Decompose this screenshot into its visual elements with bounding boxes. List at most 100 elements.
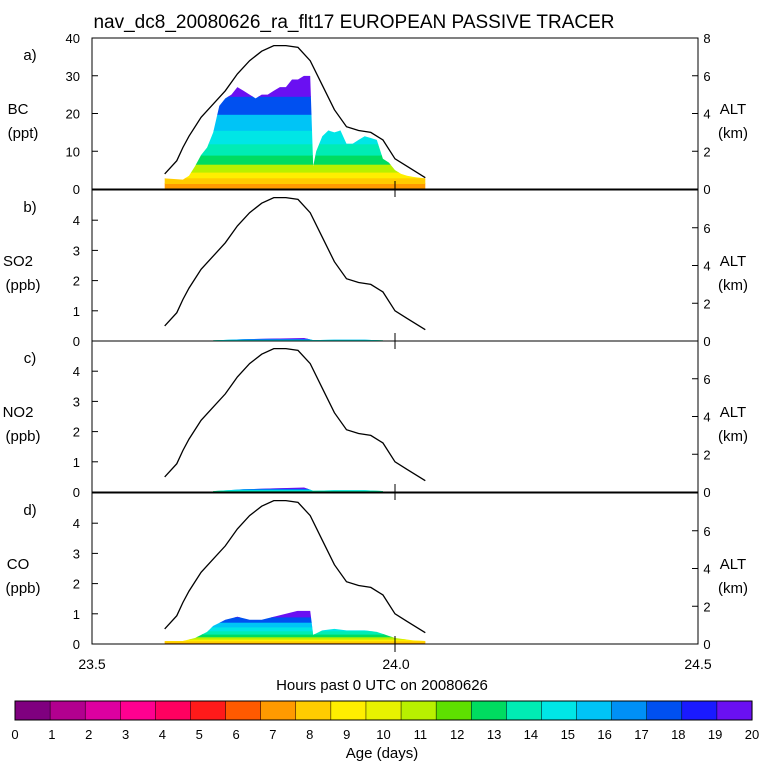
colorbar-tick-label: 8 bbox=[306, 727, 313, 742]
alt-axis-unit: (km) bbox=[718, 428, 748, 445]
tracer-age-band bbox=[213, 489, 383, 491]
y-axis-label: SO2 bbox=[3, 253, 33, 270]
colorbar-swatch bbox=[260, 700, 297, 721]
alt-tick-label: 6 bbox=[703, 372, 710, 387]
colorbar-swatch bbox=[681, 700, 718, 721]
colorbar-swatch bbox=[365, 700, 402, 721]
alt-tick-label: 4 bbox=[703, 410, 710, 425]
alt-tick-label: 0 bbox=[703, 334, 710, 349]
panels: 01020304002468a)BC(ppt)ALT(km)012340246b… bbox=[3, 31, 748, 652]
alt-tick-label: 6 bbox=[703, 524, 710, 539]
colorbar-tick-label: 16 bbox=[597, 727, 611, 742]
x-tick-label: 24.0 bbox=[382, 656, 409, 672]
x-tick-label: 24.5 bbox=[684, 656, 711, 672]
colorbar-swatch bbox=[646, 700, 683, 721]
alt-tick-label: 6 bbox=[703, 221, 710, 236]
colorbar-swatch bbox=[611, 700, 648, 721]
panel-4: 0 1 2 3 4 0 2 4 6 d) CO (ppb) ALT (km) bbox=[5, 492, 748, 652]
colorbar-swatch bbox=[576, 700, 613, 721]
colorbar-swatch bbox=[295, 700, 332, 721]
colorbar-tick-label: 20 bbox=[745, 727, 759, 742]
y-tick-label: 3 bbox=[73, 546, 80, 561]
y-axis-unit: (ppb) bbox=[5, 277, 40, 294]
alt-axis-label: ALT bbox=[720, 404, 746, 421]
y-tick-label: 20 bbox=[66, 107, 80, 122]
panel-label: d) bbox=[23, 502, 36, 519]
panel-1: 0 10 20 30 40 0 2 4 6 8 a) BC (ppt) ALT (km) bbox=[8, 31, 748, 197]
tracer-age-band bbox=[164, 642, 426, 644]
y-tick-label: 40 bbox=[66, 31, 80, 46]
colorbar-tick-label: 2 bbox=[85, 727, 92, 742]
tracer-age-band bbox=[164, 143, 426, 156]
alt-tick-label: 4 bbox=[703, 107, 710, 122]
colorbar-tick-label: 7 bbox=[269, 727, 276, 742]
y-tick-label: 3 bbox=[73, 394, 80, 409]
plot-frame bbox=[91, 340, 699, 493]
colorbar-swatch bbox=[120, 700, 156, 721]
altitude-line bbox=[164, 44, 426, 179]
alt-axis-label: ALT bbox=[720, 253, 746, 270]
colorbar-tick-label: 9 bbox=[343, 727, 350, 742]
tracer-age-band bbox=[164, 610, 426, 618]
panel-label: c) bbox=[24, 350, 37, 367]
alt-tick-label: 2 bbox=[703, 144, 710, 159]
colorbar-label: Age (days) bbox=[346, 745, 419, 762]
tracer-age-band bbox=[213, 338, 383, 340]
y-tick-label: 30 bbox=[66, 69, 80, 84]
colorbar-tick-label: 12 bbox=[450, 727, 464, 742]
tracer-age-band bbox=[164, 130, 426, 145]
alt-tick-label: 6 bbox=[703, 69, 710, 84]
tracer-age-band bbox=[213, 490, 383, 492]
y-tick-label: 2 bbox=[73, 425, 80, 440]
altitude-line bbox=[164, 347, 426, 482]
tracer-age-band bbox=[213, 488, 383, 490]
colorbar-swatch bbox=[716, 700, 753, 721]
alt-tick-label: 4 bbox=[703, 562, 710, 577]
tracer-age-band bbox=[164, 622, 426, 628]
y-tick-label: 4 bbox=[73, 213, 80, 228]
alt-tick-label: 0 bbox=[703, 485, 710, 500]
y-tick-label: 0 bbox=[73, 334, 80, 349]
colorbar-swatch bbox=[190, 700, 227, 721]
colorbar-tick-label: 3 bbox=[122, 727, 129, 742]
colorbar-tick-label: 10 bbox=[376, 727, 390, 742]
altitude-line bbox=[164, 196, 426, 331]
tracer-age-band bbox=[164, 616, 426, 623]
y-tick-label: 4 bbox=[73, 364, 80, 379]
tracer-age-band bbox=[164, 634, 426, 638]
alt-axis-label: ALT bbox=[720, 556, 746, 573]
x-tick-label: 23.5 bbox=[78, 656, 105, 672]
tracer-age-band bbox=[164, 155, 426, 165]
tracer-age-band bbox=[164, 626, 426, 632]
colorbar-swatch bbox=[470, 700, 507, 721]
y-tick-label: 1 bbox=[73, 455, 80, 470]
y-axis-label: NO2 bbox=[3, 404, 34, 421]
panel-label: a) bbox=[23, 47, 36, 64]
y-tick-label: 1 bbox=[73, 304, 80, 319]
panel-label: b) bbox=[23, 199, 36, 216]
tracer-age-band bbox=[164, 630, 426, 635]
plot-frame bbox=[91, 492, 699, 645]
colorbar-swatch bbox=[435, 700, 472, 721]
colorbar-swatch bbox=[541, 700, 578, 721]
alt-axis-unit: (km) bbox=[718, 125, 748, 142]
colorbar-tick-label: 11 bbox=[414, 727, 428, 742]
colorbar-swatch bbox=[14, 700, 51, 721]
tracer-age-band bbox=[164, 172, 426, 179]
tracer-stack bbox=[164, 610, 426, 644]
alt-axis-unit: (km) bbox=[718, 277, 748, 294]
colorbar-tick-label: 14 bbox=[524, 727, 538, 742]
y-tick-label: 0 bbox=[73, 182, 80, 197]
colorbar-frame bbox=[14, 700, 753, 721]
y-tick-label: 10 bbox=[66, 144, 80, 159]
tracer-age-band bbox=[164, 636, 426, 640]
y-axis-unit: (ppb) bbox=[5, 428, 40, 445]
tracer-age-band bbox=[164, 164, 426, 173]
tracer-age-band bbox=[164, 114, 426, 131]
colorbar-tick-label: 6 bbox=[232, 727, 239, 742]
tracer-age-band bbox=[164, 96, 426, 115]
panel-2: 0 1 2 3 4 0 2 4 6 b) SO2 (ppb) ALT (km) bbox=[3, 189, 748, 349]
colorbar-tick-label: 1 bbox=[48, 727, 55, 742]
colorbar-swatch bbox=[49, 700, 86, 721]
